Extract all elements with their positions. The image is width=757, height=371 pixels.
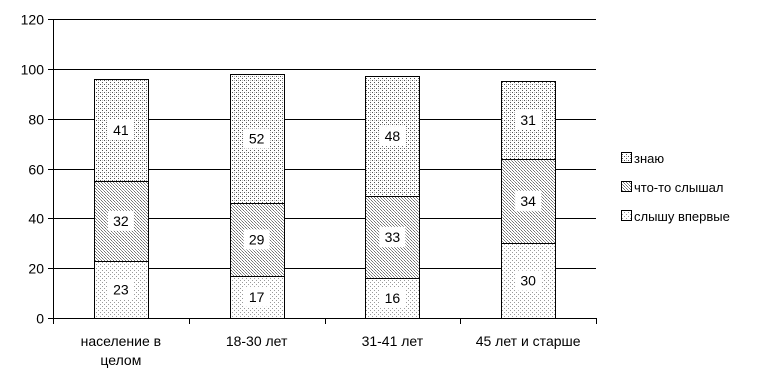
- data-label-group: 33: [379, 227, 406, 248]
- data-label-group: 48: [379, 126, 406, 147]
- y-tick-label: 100: [21, 62, 45, 78]
- data-label: 52: [249, 131, 265, 147]
- y-tick-label: 80: [28, 112, 44, 128]
- y-tick-label: 20: [28, 261, 44, 277]
- legend-label: слышу впервые: [634, 209, 730, 224]
- data-label: 17: [249, 289, 265, 305]
- data-label: 34: [520, 193, 536, 209]
- data-label-box: [107, 119, 134, 140]
- data-label-box: [107, 279, 134, 300]
- data-label-box: [243, 286, 270, 307]
- data-label-box: [107, 210, 134, 231]
- data-label: 30: [520, 273, 536, 289]
- data-label-box: [243, 229, 270, 250]
- data-label-box: [515, 270, 542, 291]
- x-tick-label: 18-30 лет: [226, 333, 288, 349]
- y-tick-label: 60: [28, 162, 44, 178]
- legend-label: знаю: [634, 151, 664, 166]
- data-label-group: 41: [107, 119, 134, 140]
- data-label-group: 29: [243, 229, 270, 250]
- legend-swatch: [621, 210, 632, 221]
- x-tick-label: целом: [100, 352, 141, 368]
- data-label: 32: [113, 213, 129, 229]
- data-label-box: [379, 227, 406, 248]
- legend-item: слышу впервые: [621, 209, 730, 224]
- data-label-group: 16: [379, 288, 406, 309]
- x-tick-label: население в: [81, 333, 161, 349]
- data-label: 23: [113, 281, 129, 297]
- legend-item: что-то слышал: [621, 180, 723, 195]
- data-label-group: 23: [107, 279, 134, 300]
- data-labels: 23 32 41 17 29 52 16 33 48 30 34 31: [107, 109, 542, 309]
- data-label: 16: [385, 290, 401, 306]
- y-tick-label: 120: [21, 12, 45, 28]
- data-label-group: 32: [107, 210, 134, 231]
- data-label: 31: [520, 112, 536, 128]
- data-label-box: [379, 126, 406, 147]
- data-label-box: [243, 128, 270, 149]
- data-label-group: 34: [515, 190, 542, 211]
- y-tick-label: 0: [36, 311, 44, 327]
- legend-swatch: [621, 181, 632, 192]
- legend-item: знаю: [621, 151, 664, 166]
- data-label-box: [515, 190, 542, 211]
- data-label-box: [515, 109, 542, 130]
- legend: знаю что-то слышал слышу впервые: [621, 151, 730, 224]
- y-tick-label: 40: [28, 211, 44, 227]
- data-label: 33: [385, 229, 401, 245]
- x-tick-label: 31-41 лет: [362, 333, 424, 349]
- data-label-group: 52: [243, 128, 270, 149]
- data-label-group: 17: [243, 286, 270, 307]
- legend-swatch: [621, 152, 632, 163]
- data-label-group: 30: [515, 270, 542, 291]
- data-label: 41: [113, 122, 129, 138]
- data-label: 48: [385, 128, 401, 144]
- axes: 0 20 40 60 80 100 120 население в целом 18-30 лет…: [21, 12, 597, 368]
- data-label-box: [379, 288, 406, 309]
- data-label: 29: [249, 232, 265, 248]
- legend-label: что-то слышал: [634, 180, 723, 195]
- bars: [94, 74, 556, 319]
- data-label-group: 31: [515, 109, 542, 130]
- x-tick-label: 45 лет и старше: [476, 333, 581, 349]
